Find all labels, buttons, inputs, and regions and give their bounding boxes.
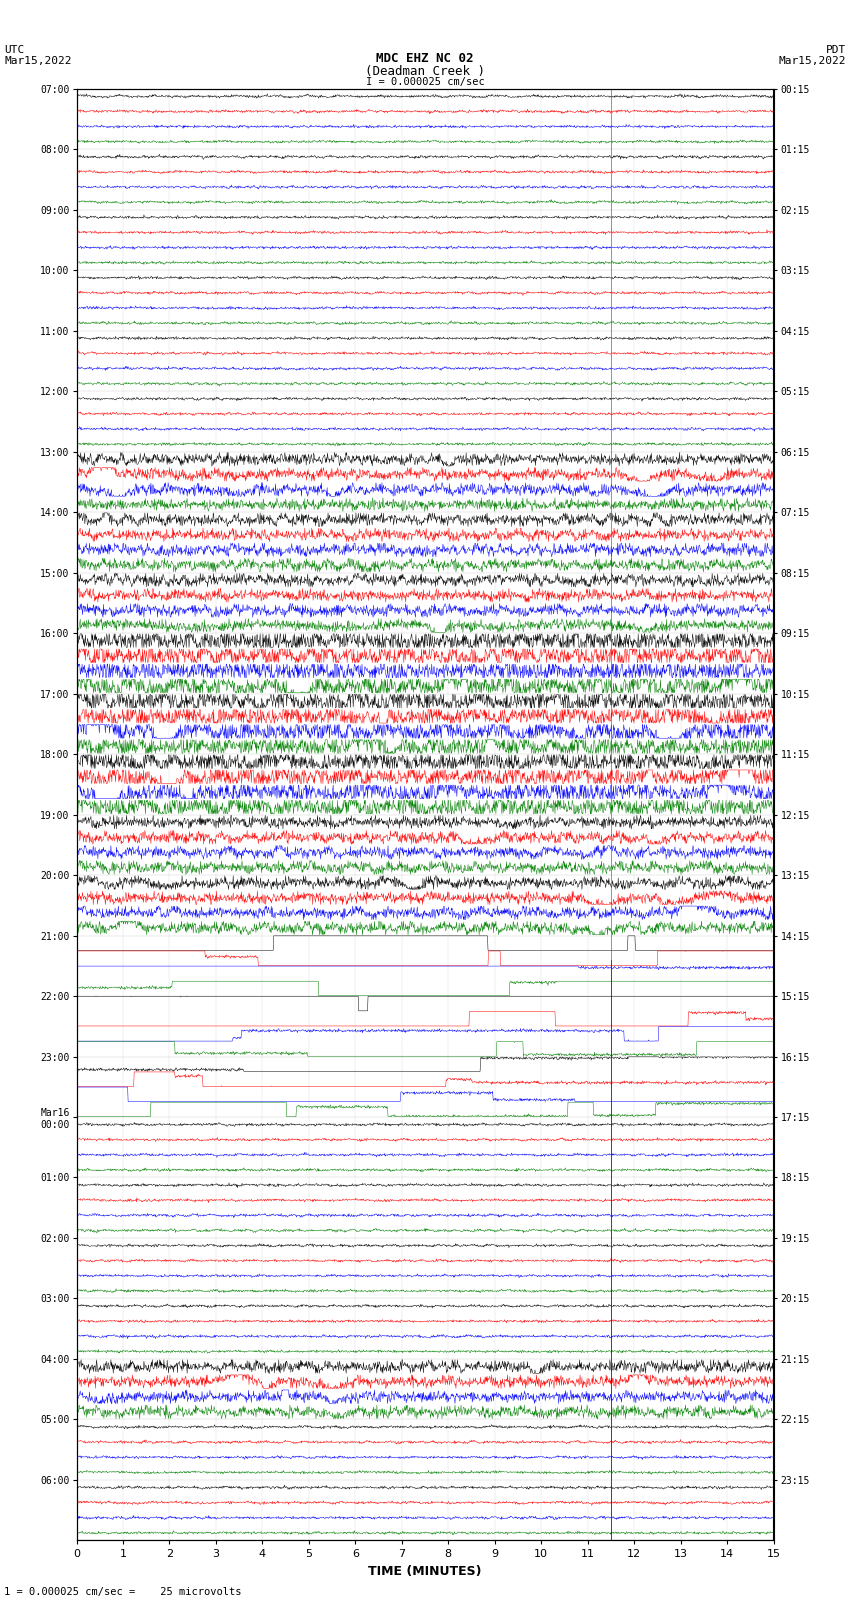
Text: Mar15,2022: Mar15,2022: [4, 56, 71, 66]
Text: Mar15,2022: Mar15,2022: [779, 56, 846, 66]
Text: MDC EHZ NC 02: MDC EHZ NC 02: [377, 52, 473, 65]
X-axis label: TIME (MINUTES): TIME (MINUTES): [368, 1565, 482, 1578]
Text: (Deadman Creek ): (Deadman Creek ): [365, 65, 485, 77]
Text: 1 = 0.000025 cm/sec =    25 microvolts: 1 = 0.000025 cm/sec = 25 microvolts: [4, 1587, 241, 1597]
Text: I = 0.000025 cm/sec: I = 0.000025 cm/sec: [366, 77, 484, 87]
Text: PDT: PDT: [825, 45, 846, 55]
Text: UTC: UTC: [4, 45, 25, 55]
